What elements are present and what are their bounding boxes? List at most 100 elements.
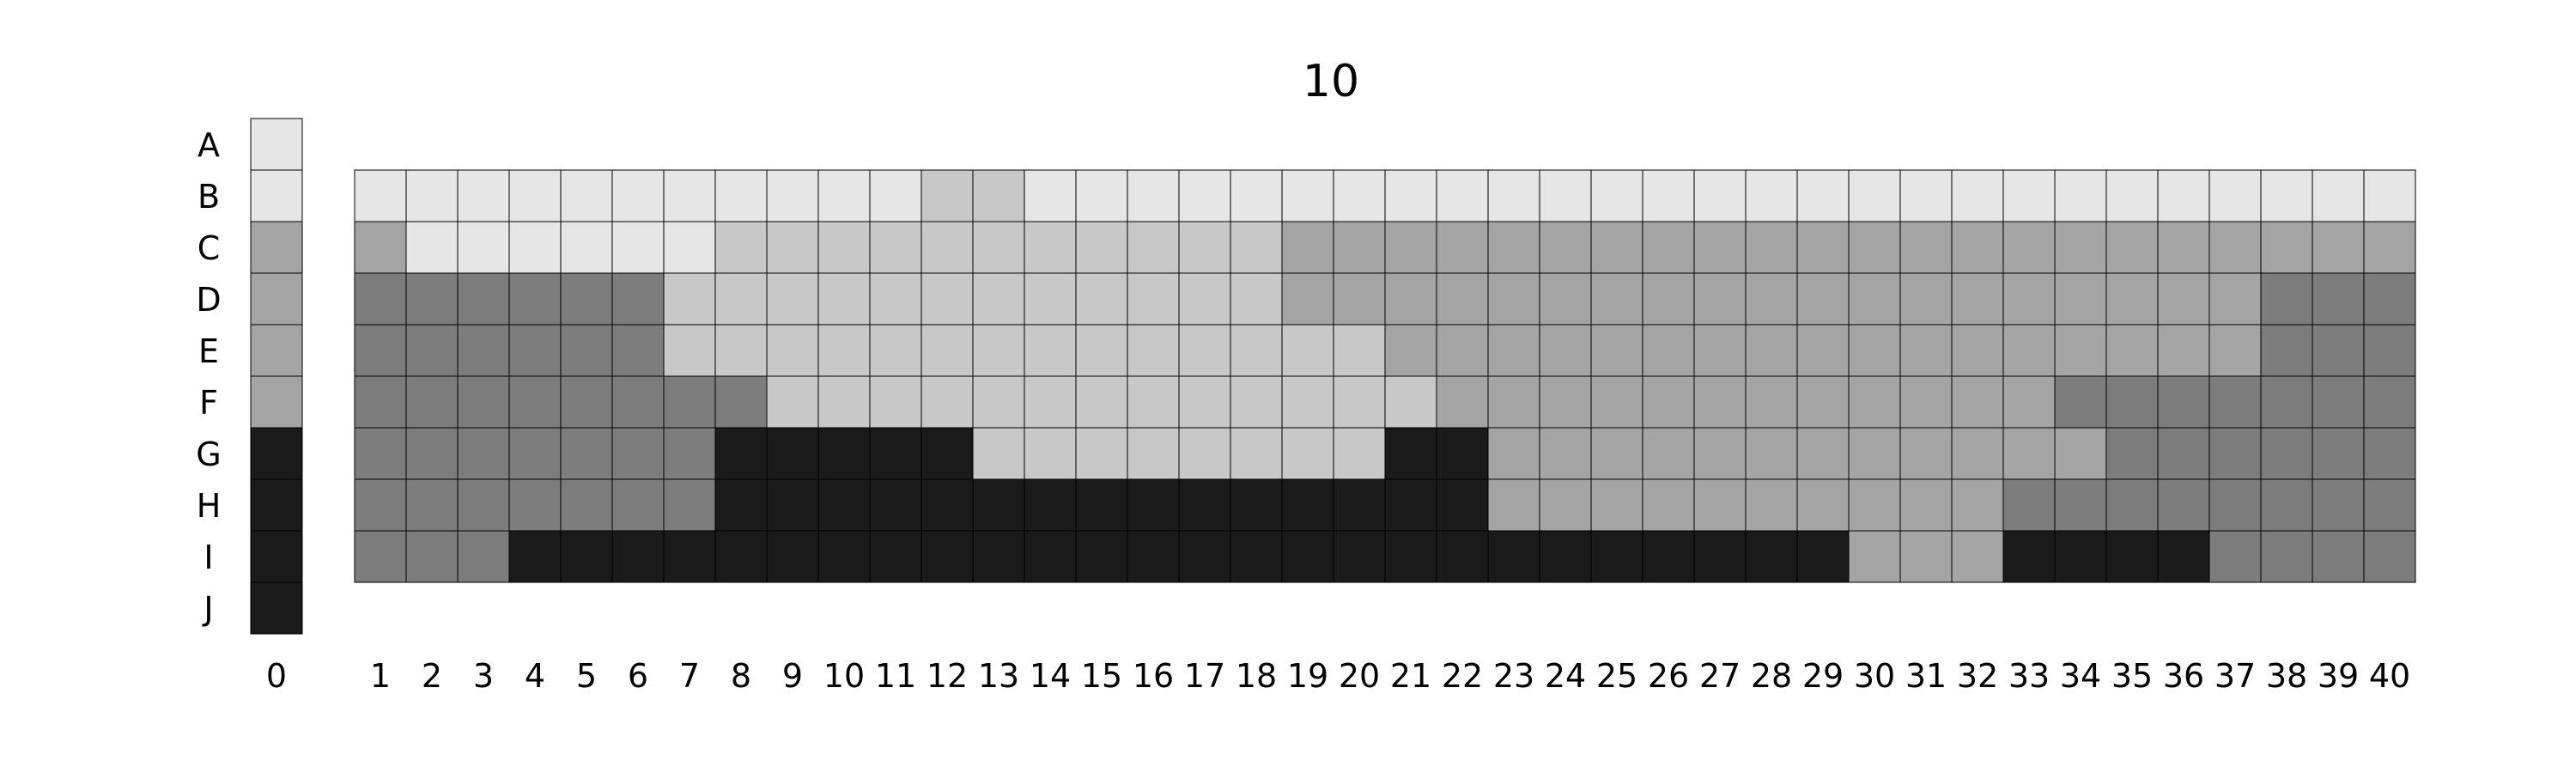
column-label-20: 20 [1339,657,1380,695]
heatmap-cell-i-24 [1539,530,1592,583]
heatmap-cell-h-29 [1796,478,1850,532]
heatmap-cell-e-11 [869,324,922,377]
heatmap-cell-b-15 [1075,169,1128,222]
heatmap-cell-f-16 [1127,375,1180,429]
heatmap-cell-e-24 [1539,324,1592,377]
heatmap-cell-b-35 [2105,169,2159,222]
heatmap-cell-f-17 [1178,375,1231,429]
column-label-1: 1 [370,657,391,695]
reference-cell-e [250,324,303,377]
heatmap-cell-e-39 [2312,324,2365,377]
heatmap-cell-g-3 [457,427,510,480]
heatmap-cell-d-14 [1024,272,1077,326]
heatmap-cell-g-23 [1487,427,1540,480]
column-label-36: 36 [2163,657,2204,695]
heatmap-cell-b-31 [1899,169,1953,222]
heatmap-cell-d-39 [2312,272,2365,326]
column-label-22: 22 [1442,657,1483,695]
heatmap-cell-i-29 [1796,530,1850,583]
heatmap-cell-b-8 [714,169,768,222]
heatmap-cell-h-4 [508,478,562,532]
heatmap-cell-c-3 [457,221,510,274]
heatmap-cell-f-34 [2054,375,2107,429]
column-label-19: 19 [1287,657,1328,695]
heatmap-cell-i-32 [1951,530,2004,583]
chart-title: 10 [1303,56,1359,107]
heatmap-cell-d-7 [663,272,716,326]
heatmap-cell-b-6 [611,169,665,222]
heatmap-cell-h-33 [2002,478,2056,532]
column-label-28: 28 [1751,657,1792,695]
heatmap-cell-f-28 [1745,375,1798,429]
heatmap-cell-b-37 [2208,169,2262,222]
heatmap-cell-i-25 [1590,530,1643,583]
heatmap-cell-g-32 [1951,427,2004,480]
reference-cell-b [250,169,303,222]
heatmap-cell-b-34 [2054,169,2107,222]
heatmap-cell-c-18 [1230,221,1283,274]
heatmap-cell-e-40 [2363,324,2416,377]
column-label-30: 30 [1854,657,1895,695]
heatmap-cell-f-24 [1539,375,1592,429]
heatmap-cell-g-28 [1745,427,1798,480]
heatmap-cell-i-39 [2312,530,2365,583]
heatmap-cell-f-40 [2363,375,2416,429]
heatmap-cell-f-15 [1075,375,1128,429]
heatmap-cell-i-38 [2260,530,2313,583]
heatmap-cell-g-33 [2002,427,2056,480]
heatmap-cell-g-22 [1436,427,1489,480]
heatmap-cell-i-4 [508,530,562,583]
column-label-40: 40 [2369,657,2410,695]
heatmap-cell-b-36 [2157,169,2210,222]
heatmap-cell-d-35 [2105,272,2159,326]
column-label-7: 7 [679,657,700,695]
heatmap-cell-d-29 [1796,272,1850,326]
heatmap-cell-g-36 [2157,427,2210,480]
heatmap-cell-c-1 [354,221,407,274]
heatmap-cell-g-29 [1796,427,1850,480]
heatmap-cell-i-33 [2002,530,2056,583]
heatmap-cell-h-25 [1590,478,1643,532]
heatmap-cell-d-21 [1384,272,1437,326]
column-label-3: 3 [473,657,494,695]
heatmap-cell-d-26 [1642,272,1695,326]
heatmap-cell-f-26 [1642,375,1695,429]
heatmap-cell-c-2 [405,221,459,274]
column-label-12: 12 [927,657,968,695]
heatmap-cell-f-18 [1230,375,1283,429]
heatmap-cell-e-12 [920,324,974,377]
heatmap-cell-b-24 [1539,169,1592,222]
heatmap-cell-e-29 [1796,324,1850,377]
heatmap-cell-h-15 [1075,478,1128,532]
heatmap-cell-i-26 [1642,530,1695,583]
heatmap-cell-f-5 [560,375,613,429]
heatmap-cell-g-31 [1899,427,1953,480]
column-label-11: 11 [875,657,916,695]
column-label-24: 24 [1545,657,1586,695]
heatmap-cell-e-5 [560,324,613,377]
reference-column [250,118,303,635]
heatmap-cell-f-38 [2260,375,2313,429]
heatmap-cell-e-2 [405,324,459,377]
heatmap-cell-f-33 [2002,375,2056,429]
heatmap-cell-f-22 [1436,375,1489,429]
heatmap-cell-g-17 [1178,427,1231,480]
heatmap-cell-c-22 [1436,221,1489,274]
heatmap-cell-g-5 [560,427,613,480]
column-label-8: 8 [731,657,751,695]
heatmap-cell-b-17 [1178,169,1231,222]
heatmap-cell-c-27 [1693,221,1747,274]
heatmap-cell-h-30 [1848,478,1901,532]
heatmap-cell-c-5 [560,221,613,274]
row-label-i: I [204,539,213,576]
heatmap-cell-b-12 [920,169,974,222]
heatmap-cell-f-10 [817,375,871,429]
heatmap-cell-e-27 [1693,324,1747,377]
heatmap-cell-f-37 [2208,375,2262,429]
heatmap-cell-c-16 [1127,221,1180,274]
heatmap-cell-h-2 [405,478,459,532]
heatmap-cell-h-1 [354,478,407,532]
heatmap-cell-f-7 [663,375,716,429]
